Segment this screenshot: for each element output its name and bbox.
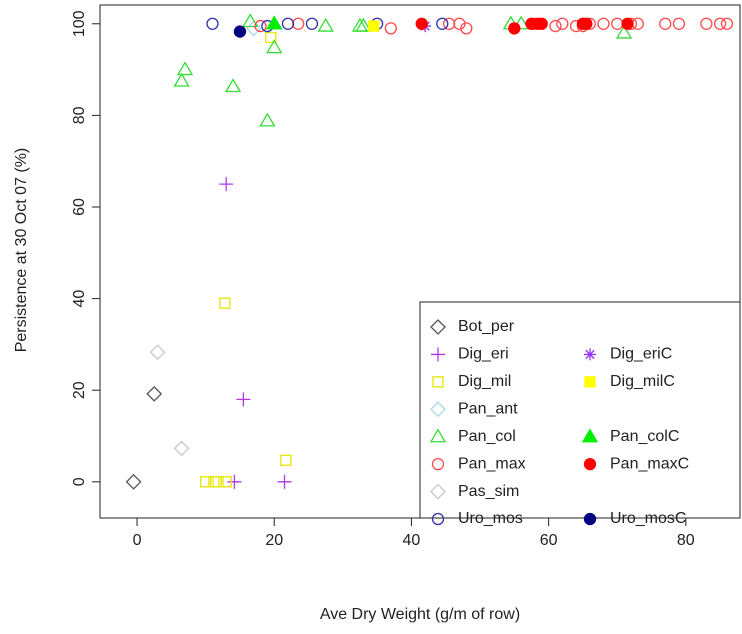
legend-label: Pan_colC bbox=[610, 428, 679, 445]
y-tick-label: 100 bbox=[71, 10, 88, 37]
x-tick-label: 40 bbox=[403, 532, 421, 549]
data-point bbox=[259, 112, 276, 127]
data-point bbox=[224, 78, 242, 93]
data-point bbox=[280, 454, 292, 466]
data-point bbox=[219, 177, 234, 192]
data-point bbox=[355, 17, 372, 32]
legend-label: Uro_mos bbox=[458, 510, 523, 527]
legend-marker bbox=[432, 376, 444, 388]
data-point bbox=[700, 17, 713, 30]
legend-marker bbox=[583, 457, 597, 471]
data-point bbox=[206, 17, 219, 30]
x-tick-label: 20 bbox=[265, 532, 283, 549]
legend-label: Pan_ant bbox=[458, 401, 518, 418]
data-point bbox=[305, 17, 319, 30]
legend-marker bbox=[583, 512, 597, 526]
data-point bbox=[292, 17, 305, 30]
data-point bbox=[368, 20, 380, 32]
legend-label: Uro_mosC bbox=[610, 510, 686, 527]
data-point bbox=[672, 17, 686, 30]
data-point bbox=[535, 17, 548, 30]
x-axis-label: Ave Dry Weight (g/m of row) bbox=[320, 606, 520, 623]
data-point bbox=[212, 476, 224, 488]
data-point bbox=[611, 17, 624, 30]
data-point bbox=[281, 17, 295, 30]
legend-label: Dig_eriC bbox=[610, 346, 672, 363]
legend-marker bbox=[581, 428, 599, 443]
data-point bbox=[460, 22, 473, 35]
data-point bbox=[317, 17, 334, 32]
data-point bbox=[277, 474, 292, 489]
legend-label: Dig_eri bbox=[458, 346, 509, 363]
data-point bbox=[659, 17, 672, 30]
x-tick-label: 80 bbox=[677, 532, 695, 549]
data-point bbox=[415, 17, 428, 30]
legend-marker bbox=[429, 428, 447, 443]
data-point bbox=[443, 17, 456, 30]
y-tick-label: 0 bbox=[71, 477, 88, 486]
x-tick-label: 0 bbox=[133, 532, 142, 549]
data-point bbox=[513, 15, 530, 30]
data-point bbox=[266, 15, 283, 30]
data-point bbox=[220, 476, 232, 488]
y-axis-label: Persistence at 30 Oct 07 (%) bbox=[13, 148, 30, 353]
data-point bbox=[245, 20, 262, 37]
y-tick-label: 80 bbox=[71, 106, 88, 124]
legend-label: Bot_per bbox=[458, 318, 515, 335]
data-point bbox=[597, 17, 610, 30]
legend-marker bbox=[430, 319, 446, 335]
data-point bbox=[508, 22, 521, 35]
data-point bbox=[631, 17, 644, 30]
data-point bbox=[176, 61, 194, 76]
data-point bbox=[242, 13, 259, 28]
data-point bbox=[227, 474, 242, 489]
legend-box bbox=[419, 301, 741, 519]
legend-label: Pan_col bbox=[458, 428, 516, 445]
data-point bbox=[556, 17, 569, 30]
data-point bbox=[720, 17, 734, 30]
data-point bbox=[549, 19, 562, 33]
y-tick-label: 40 bbox=[71, 290, 88, 308]
data-point bbox=[580, 17, 593, 30]
legend-label: Dig_milC bbox=[610, 373, 675, 390]
legend-marker bbox=[584, 376, 596, 388]
data-point bbox=[436, 17, 449, 30]
data-point bbox=[615, 24, 633, 39]
legend-label: Pan_maxC bbox=[610, 455, 689, 472]
data-point bbox=[713, 17, 727, 30]
data-point bbox=[266, 39, 283, 54]
legend-label: Dig_mil bbox=[458, 373, 511, 390]
legend-label: Pas_sim bbox=[458, 483, 519, 500]
legend-marker bbox=[584, 348, 596, 361]
data-point bbox=[146, 385, 163, 402]
data-point bbox=[236, 392, 251, 407]
data-point bbox=[125, 473, 142, 490]
data-point bbox=[233, 25, 247, 38]
legend-label: Pan_max bbox=[458, 455, 526, 472]
data-point bbox=[453, 17, 466, 30]
data-point bbox=[384, 22, 397, 35]
legend-marker bbox=[431, 347, 445, 362]
y-tick-label: 20 bbox=[71, 381, 88, 399]
data-point bbox=[199, 476, 212, 488]
data-point bbox=[173, 72, 190, 87]
x-tick-label: 60 bbox=[540, 532, 558, 549]
data-point bbox=[219, 297, 231, 309]
legend-marker bbox=[430, 483, 446, 500]
legend-marker bbox=[431, 512, 445, 526]
data-point bbox=[173, 440, 190, 457]
legend-marker bbox=[430, 401, 446, 418]
data-point bbox=[265, 31, 277, 44]
y-tick-label: 60 bbox=[71, 198, 88, 216]
data-point bbox=[254, 19, 267, 33]
data-point bbox=[621, 17, 634, 30]
legend-marker bbox=[431, 457, 445, 471]
data-point bbox=[149, 344, 166, 361]
